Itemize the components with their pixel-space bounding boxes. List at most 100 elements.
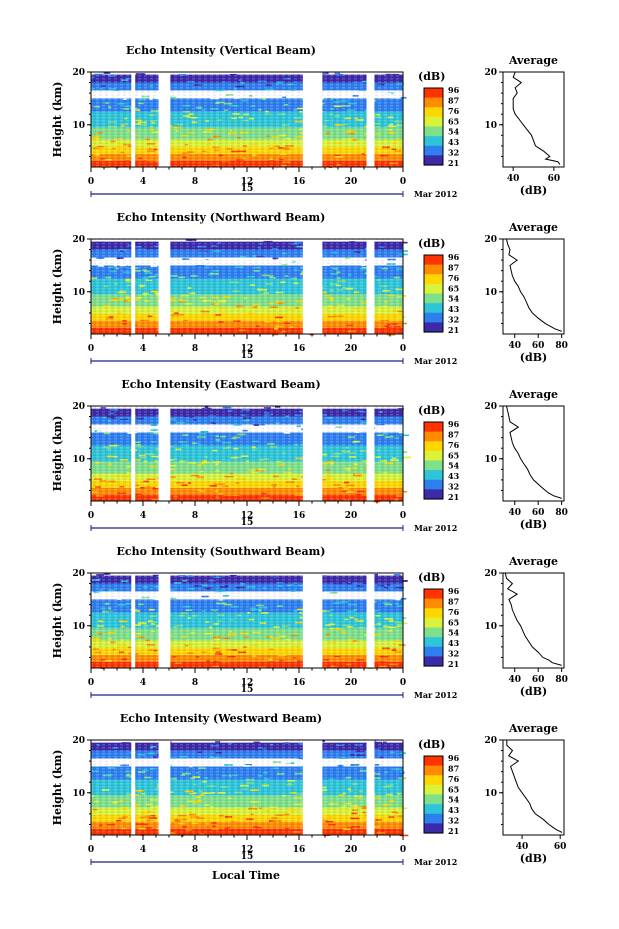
data-gap [131,740,136,835]
colorbar-swatch [424,775,443,779]
colorbar-label: 43 [448,638,460,648]
average-y-tick-label: 20 [484,736,497,746]
colorbar-swatch [424,608,443,612]
intensity-speck [273,333,279,336]
colorbar-swatch [424,823,443,827]
colorbar-label: 21 [448,826,459,836]
colorbar-swatch [424,777,443,781]
average-profile-line [506,740,563,833]
colorbar-swatch [424,145,443,149]
colorbar-swatch [424,288,443,292]
colorbar-swatch [424,107,443,111]
average-profile-line [504,572,562,666]
colorbar-swatch [424,770,443,774]
x-tick-label: 20 [345,511,358,521]
colorbar-swatch [424,634,443,638]
colorbar-swatch [424,305,443,309]
colorbar-swatch [424,315,443,319]
colorbar-label: 21 [448,158,459,168]
colorbar-swatch [424,830,443,834]
colorbar-swatch [424,448,443,452]
colorbar-swatch [424,591,443,595]
colorbar-swatch [424,593,443,597]
date-label: Mar 2012 [414,356,457,366]
colorbar-label: 76 [448,607,460,617]
x-tick-label: 12 [241,678,254,688]
x-tick-label: 4 [140,678,146,688]
panel-3: Echo Intensity (Southward Beam) 20 10 Heigh… [51,545,568,700]
colorbar-swatch [424,796,443,800]
colorbar-swatch [424,322,443,326]
x-tick-label: 4 [140,344,146,354]
intensity-speck [399,834,409,837]
colorbar-swatch [424,768,443,772]
x-tick-label: 8 [192,511,198,521]
colorbar-swatch [424,295,443,299]
colorbar-swatch [424,155,443,159]
data-gap [158,573,171,668]
colorbar-swatch [424,610,443,614]
colorbar-swatch [424,632,443,636]
x-tick-label: 0 [400,177,406,187]
x-tick-label: 12 [241,511,254,521]
colorbar-swatch [424,257,443,261]
data-gap [366,573,375,668]
average-title: Average [508,221,558,234]
data-gap [131,72,136,167]
intensity-field [91,740,409,837]
colorbar-swatch [424,637,443,641]
colorbar-swatch [424,661,443,665]
y-axis-label: Height (km) [51,249,64,325]
average-x-tick-label: 40 [508,508,521,518]
colorbar-swatch [424,811,443,815]
average-x-tick-label: 60 [532,675,545,685]
colorbar-swatch [424,641,443,645]
colorbar-swatch [424,121,443,125]
intensity-speck [400,96,407,99]
x-tick-label: 0 [400,511,406,521]
colorbar-swatch [424,465,443,469]
colorbar-swatch [424,95,443,99]
colorbar-swatch [424,255,443,259]
colorbar-swatch [424,97,443,101]
x-tick-label: 8 [192,177,198,187]
date-label: Mar 2012 [414,189,457,199]
colorbar-swatch [424,116,443,120]
y-tick-label: 20 [72,68,85,78]
x-tick-label: 12 [241,845,254,855]
colorbar-swatch [424,460,443,464]
colorbar-swatch [424,307,443,311]
colorbar-swatch [424,114,443,118]
intensity-speck [402,451,408,453]
colorbar-label: 43 [448,304,460,314]
colorbar-label: 96 [448,252,460,262]
x-tick-label: 0 [400,845,406,855]
colorbar-swatch [424,303,443,307]
intensity-field [91,239,409,336]
panel-title: Echo Intensity (Eastward Beam) [121,378,320,391]
colorbar-swatch [424,477,443,481]
x-tick-label: 0 [88,511,94,521]
colorbar-swatch [424,596,443,600]
colorbar-swatch [424,291,443,295]
day-label: 15 [241,852,254,862]
colorbar-label: 21 [448,659,459,669]
colorbar-label: 87 [448,763,459,773]
colorbar-swatch [424,663,443,667]
y-tick-label: 10 [72,455,85,465]
colorbar-swatch [424,808,443,812]
colorbar-swatch [424,104,443,108]
colorbar-label: 32 [448,315,459,325]
colorbar-label: 65 [448,617,459,627]
colorbar-swatch [424,140,443,144]
intensity-speck [400,490,408,493]
colorbar-swatch [424,286,443,290]
colorbar-frame [423,755,444,834]
average-x-tick-label: 60 [554,842,567,852]
data-gap [158,740,171,835]
colorbar-swatch [424,150,443,154]
colorbar-swatch [424,794,443,798]
x-tick-label: 20 [345,678,358,688]
colorbar-swatch [424,100,443,104]
colorbar-swatch [424,820,443,824]
